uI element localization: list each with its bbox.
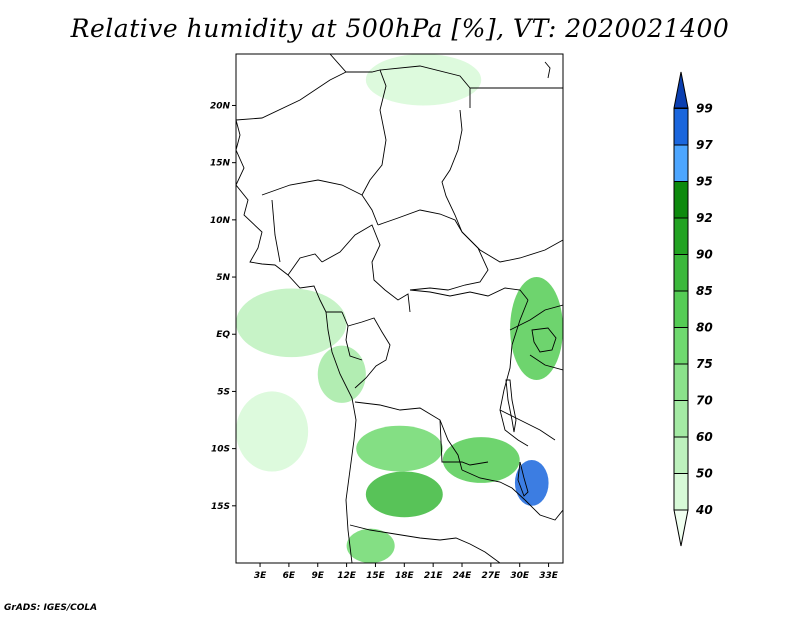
colorbar-segment xyxy=(673,473,689,511)
colorbar-label: 40 xyxy=(695,503,713,517)
colorbar-segment xyxy=(673,144,689,182)
lon-label: 33E xyxy=(539,571,559,581)
border-gabon xyxy=(326,311,363,361)
red-sea-coast xyxy=(544,61,551,79)
humidity-shading xyxy=(236,54,563,563)
humidity-region-east-africa-highlands xyxy=(510,277,563,380)
lon-label: 9E xyxy=(312,571,325,581)
lon-label: 12E xyxy=(337,571,357,581)
border-car xyxy=(377,209,489,291)
colorbar-label: 80 xyxy=(696,321,713,335)
lat-label: 5S xyxy=(217,387,230,397)
border-tanzania xyxy=(529,354,563,371)
humidity-region-malawi-maximum xyxy=(514,460,549,506)
lon-label: 30E xyxy=(510,571,530,581)
humidity-region-congo-basin-southwest xyxy=(317,345,366,403)
humidity-region-angola-central xyxy=(365,471,443,518)
colorbar-label: 92 xyxy=(696,211,713,225)
colorbar-label: 70 xyxy=(696,394,713,408)
lat-label: 15S xyxy=(211,502,230,512)
colorbar-label: 95 xyxy=(696,175,713,189)
colorbar-label: 85 xyxy=(696,284,713,298)
lake-victoria xyxy=(531,327,557,353)
humidity-region-namibia-north xyxy=(346,528,395,563)
border-angola-drc xyxy=(354,401,463,471)
colorbar-segment xyxy=(673,181,689,219)
lon-label: 21E xyxy=(424,571,444,581)
border-nigeria xyxy=(261,179,363,276)
colorbar-segment xyxy=(673,71,689,109)
border-uganda-kenya xyxy=(509,304,563,331)
humidity-region-gulf-of-guinea-coast xyxy=(236,288,347,358)
border-cameroon xyxy=(321,224,411,313)
colorbar-segment xyxy=(673,108,689,146)
border-chad-sudan xyxy=(441,109,463,233)
colorbar-label: 75 xyxy=(696,357,713,371)
border-drc-east xyxy=(499,299,529,447)
colorbar-label: 97 xyxy=(696,138,713,152)
grads-credit: GrADS: IGES/COLA xyxy=(4,603,98,613)
lake-tanganyika xyxy=(505,379,517,433)
border-mozambique xyxy=(524,499,563,521)
lat-label: EQ xyxy=(216,330,230,340)
colorbar-segment xyxy=(673,509,689,547)
humidity-region-sahara-north xyxy=(365,54,482,106)
border-drc-north xyxy=(409,287,529,301)
border-algeria-mali xyxy=(329,54,387,111)
lon-label: 15E xyxy=(366,571,386,581)
border-angola-namibia xyxy=(349,524,441,541)
colorbar-segment xyxy=(673,254,689,292)
longitude-axis: 3E 6E 9E 12E 15E 18E 21E 24E 27E 30E 33E xyxy=(254,563,559,581)
lon-label: 18E xyxy=(395,571,415,581)
coastline-west-africa xyxy=(236,119,357,563)
lon-label: 24E xyxy=(453,571,473,581)
colorbar-label: 50 xyxy=(696,467,713,481)
border-congo xyxy=(341,311,391,389)
plot-frame xyxy=(235,53,564,564)
border-angola-zambia xyxy=(439,419,489,466)
colorbar-label: 90 xyxy=(696,248,713,262)
colorbar-segment xyxy=(673,363,689,401)
border-libya-chad xyxy=(379,65,471,108)
lat-label: 10S xyxy=(211,445,230,455)
colorbar: 40 50 60 70 75 80 85 90 92 95 97 99 xyxy=(673,71,713,547)
lon-label: 3E xyxy=(254,571,267,581)
lat-label: 20N xyxy=(210,101,231,111)
border-niger-chad xyxy=(361,109,387,226)
humidity-region-zambia xyxy=(442,437,520,483)
colorbar-label: 60 xyxy=(696,430,713,444)
border-zambia xyxy=(461,409,556,501)
humidity-region-angola-north xyxy=(356,425,443,472)
colorbar-segment xyxy=(673,400,689,438)
country-borders xyxy=(236,54,563,563)
colorbar-segment xyxy=(673,436,689,474)
lon-label: 6E xyxy=(283,571,296,581)
colorbar-segment xyxy=(673,327,689,365)
lat-label: 15N xyxy=(210,159,231,169)
colorbar-label: 99 xyxy=(696,102,713,116)
lat-label: 10N xyxy=(210,216,231,226)
lake-malawi xyxy=(517,461,529,497)
colorbar-segment xyxy=(673,217,689,255)
colorbar-segment xyxy=(673,290,689,328)
humidity-region-south-atlantic-west xyxy=(236,391,309,472)
border-mali-niger xyxy=(236,71,347,121)
lon-label: 27E xyxy=(482,571,502,581)
map-title: Relative humidity at 500hPa [%], VT: 202… xyxy=(70,14,730,43)
latitude-axis: 20N 15N 10N 5N EQ 5S 10S 15S xyxy=(210,101,236,512)
border-botswana-namibia xyxy=(439,537,501,563)
lat-label: 5N xyxy=(216,273,230,283)
